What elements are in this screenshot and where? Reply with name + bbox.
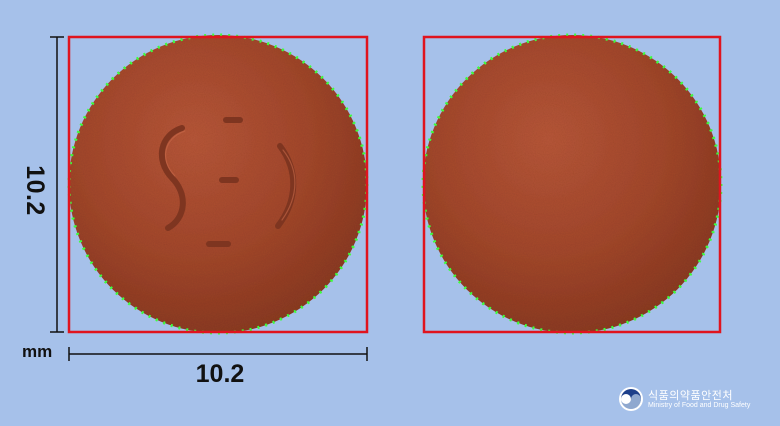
tablet-back: [421, 33, 723, 335]
tablet-back-bounding-box: [422, 35, 722, 334]
width-dimension-line: [68, 347, 368, 361]
mfds-logo: 식품의약품안전처 Ministry of Food and Drug Safet…: [616, 386, 776, 416]
height-label: 10.2: [14, 160, 54, 220]
tablet-front-body: [69, 35, 367, 333]
mfds-taegeuk-icon: [619, 387, 643, 411]
width-label: 10.2: [195, 360, 245, 388]
tablet-back-body: [423, 35, 721, 333]
height-dimension-line: [50, 36, 64, 333]
mfds-name-korean: 식품의약품안전처: [648, 390, 733, 402]
mfds-name-english: Ministry of Food and Drug Safety: [648, 402, 751, 409]
tablet-front: [67, 33, 369, 335]
height-value: 10.2: [20, 164, 49, 216]
tablet-front-bounding-box: [67, 35, 369, 334]
unit-label: mm: [22, 342, 53, 361]
